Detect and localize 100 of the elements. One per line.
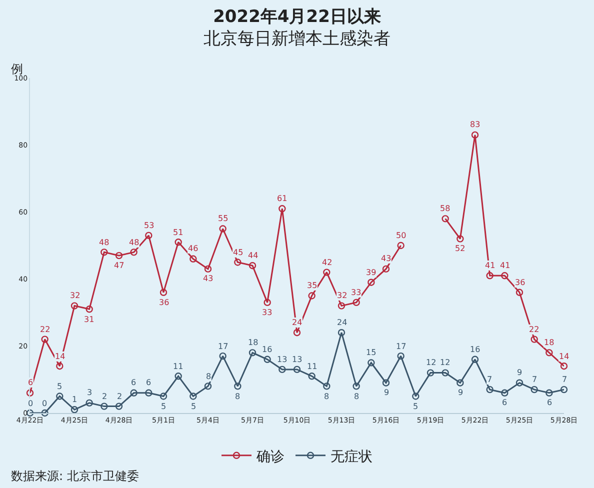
point xyxy=(368,278,375,286)
point xyxy=(516,288,524,296)
point xyxy=(486,272,494,280)
data-label: 22 xyxy=(40,325,50,334)
point xyxy=(204,382,212,390)
source-note: 数据来源: 北京市卫健委 xyxy=(11,469,139,483)
data-label: 51 xyxy=(173,228,184,237)
point xyxy=(560,362,568,370)
data-label: 17 xyxy=(218,342,228,351)
data-label: 7 xyxy=(487,375,492,384)
point xyxy=(86,306,93,313)
data-label: 58 xyxy=(440,204,450,213)
data-label: 7 xyxy=(532,375,538,384)
point xyxy=(174,238,182,246)
point xyxy=(412,392,420,400)
point xyxy=(456,379,464,386)
data-label: 8 xyxy=(206,372,212,381)
data-label: 8 xyxy=(235,392,240,401)
point xyxy=(501,389,508,396)
data-label: 48 xyxy=(99,238,110,247)
point xyxy=(546,349,553,356)
data-label: 2 xyxy=(117,392,122,401)
point xyxy=(234,258,242,266)
data-label: 5 xyxy=(57,382,62,391)
data-label: 47 xyxy=(114,261,124,270)
data-label: 1 xyxy=(72,395,78,404)
data-label: 0 xyxy=(28,399,34,408)
point xyxy=(501,272,508,280)
data-label: 33 xyxy=(262,308,272,317)
point xyxy=(352,298,360,306)
data-label: 6 xyxy=(28,378,34,387)
point xyxy=(26,389,34,396)
point xyxy=(397,352,404,360)
point xyxy=(145,232,152,240)
data-label: 36 xyxy=(515,278,526,287)
point xyxy=(442,215,449,222)
data-label: 6 xyxy=(146,378,152,387)
data-label: 43 xyxy=(381,254,392,263)
point xyxy=(368,359,375,366)
data-label: 55 xyxy=(218,214,228,223)
data-label: 9 xyxy=(384,388,390,397)
point xyxy=(174,372,182,380)
point xyxy=(338,329,346,336)
data-label: 44 xyxy=(248,251,258,260)
point xyxy=(204,265,212,273)
data-label: 41 xyxy=(500,261,510,270)
data-label: 5 xyxy=(161,402,166,411)
point xyxy=(100,402,108,410)
point xyxy=(546,389,553,396)
data-label: 13 xyxy=(292,355,302,364)
data-label: 8 xyxy=(354,392,360,401)
point xyxy=(41,409,48,417)
point xyxy=(86,399,93,407)
data-label: 6 xyxy=(502,398,508,407)
point xyxy=(323,268,330,276)
point xyxy=(264,298,271,306)
point xyxy=(323,382,330,390)
data-label: 17 xyxy=(396,342,406,351)
point xyxy=(293,366,301,374)
point xyxy=(130,389,138,396)
data-label: 52 xyxy=(455,244,466,253)
point xyxy=(516,379,524,386)
data-label: 46 xyxy=(188,244,198,253)
point xyxy=(248,349,256,356)
point xyxy=(352,382,360,390)
data-label: 12 xyxy=(426,358,436,367)
data-label: 3 xyxy=(87,388,92,397)
point xyxy=(293,329,301,336)
data-label: 6 xyxy=(547,398,552,407)
point xyxy=(190,392,197,400)
data-label: 31 xyxy=(84,315,94,324)
data-label: 24 xyxy=(292,318,302,327)
legend-label: 无症状 xyxy=(330,448,372,465)
data-label: 11 xyxy=(307,362,318,371)
data-label: 8 xyxy=(324,392,330,401)
point xyxy=(190,255,197,262)
y-axis-title: 例 xyxy=(11,62,23,76)
point xyxy=(308,372,316,380)
data-label: 50 xyxy=(396,231,406,240)
point xyxy=(160,392,168,400)
data-label: 41 xyxy=(485,261,496,270)
data-label: 43 xyxy=(203,274,214,283)
data-label: 9 xyxy=(458,388,464,397)
point xyxy=(130,248,138,256)
data-label: 0 xyxy=(42,399,48,408)
point xyxy=(560,386,568,394)
data-label: 83 xyxy=(470,120,480,129)
data-label: 42 xyxy=(322,258,332,267)
data-label: 5 xyxy=(191,402,196,411)
point xyxy=(56,362,64,370)
data-label: 12 xyxy=(440,358,450,367)
data-label: 5 xyxy=(413,402,418,411)
point xyxy=(278,205,286,212)
data-label: 32 xyxy=(70,291,80,300)
point xyxy=(530,386,538,394)
data-label: 15 xyxy=(366,348,376,357)
data-label: 35 xyxy=(307,281,318,290)
data-label: 16 xyxy=(262,345,272,354)
point xyxy=(426,369,434,376)
chart-title: 2022年4月22日以来 xyxy=(213,6,381,27)
